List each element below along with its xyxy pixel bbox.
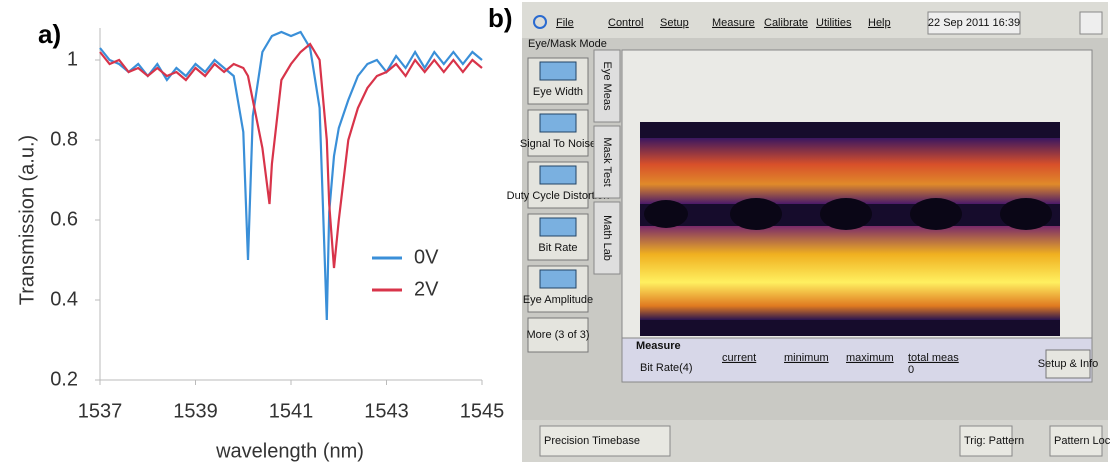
button-icon — [539, 165, 577, 185]
y-tick-label: 0.2 — [50, 368, 78, 390]
y-tick-label: 1 — [67, 48, 78, 70]
y-axis-label: Transmission (a.u.) — [16, 135, 38, 305]
panel-label: b) — [488, 3, 513, 33]
tab-label: Math Lab — [601, 215, 613, 261]
x-tick-label: 1537 — [78, 400, 123, 422]
status-box — [539, 425, 671, 457]
menu-item[interactable]: Help — [868, 17, 891, 29]
y-tick-label: 0.4 — [50, 288, 78, 310]
status-box[interactable] — [1049, 425, 1103, 457]
button-icon — [539, 113, 577, 133]
measure-button[interactable] — [527, 317, 589, 353]
measure-table: current minimum maximum total meas Bit Rate(… — [640, 352, 959, 376]
menu-item[interactable]: Calibrate — [764, 17, 808, 29]
button-label: Bit Rate — [538, 242, 577, 254]
icon — [533, 15, 547, 29]
button-icon — [539, 269, 577, 289]
measure-panel — [621, 337, 1093, 383]
status-items: Precision Timebase Trig: Pattern Pattern L… — [539, 425, 1110, 457]
setup-button-label: Setup & Info — [1038, 358, 1099, 370]
measure-row: Bit Rate(4) — [640, 362, 693, 374]
x-axis-label: wavelength (nm) — [215, 440, 364, 462]
measure-total: 0 — [908, 364, 914, 376]
status-box — [959, 425, 1013, 457]
button-icon — [539, 217, 577, 237]
button-label: Eye Width — [533, 86, 583, 98]
tab-label: Mask Test — [601, 137, 613, 186]
y-tick-label: 0.6 — [50, 208, 78, 230]
tab[interactable] — [593, 125, 621, 199]
y-tick-label: 0.8 — [50, 128, 78, 150]
button-label: Duty Cycle Distortion — [507, 190, 610, 202]
datetime-box — [927, 11, 1021, 35]
status-label: Trig: Pattern — [964, 435, 1024, 447]
measure-button[interactable] — [527, 161, 589, 209]
status-label: Precision Timebase — [544, 435, 640, 447]
button-label: More (3 of 3) — [527, 329, 590, 341]
minimize-button[interactable] — [1079, 11, 1103, 35]
tab[interactable] — [593, 49, 621, 123]
button-label: Signal To Noise — [520, 138, 596, 150]
button-column: Eye Width Signal To Noise Duty Cycle Disto… — [507, 57, 610, 353]
x-tick-label: 1543 — [364, 400, 409, 422]
eye-upper-band — [640, 138, 1060, 204]
eye-openings — [644, 198, 1052, 230]
plot-area: 0.2 0.4 0.6 0.8 1 1537 1539 1541 1543 1545 0V 2V — [50, 30, 505, 422]
tabs: Eye Meas Mask Test Math Lab — [593, 49, 621, 275]
x-tick-label: 1539 — [173, 400, 218, 422]
x-tick-label: 1541 — [269, 400, 314, 422]
measure-column: minimum — [784, 352, 829, 364]
measure-column: total meas — [908, 352, 959, 364]
series-line — [99, 30, 483, 321]
menu: File Control Setup Measure Calibrate Utilitie… — [556, 17, 891, 29]
panel-label: a) — [38, 19, 61, 49]
x-tick-label: 1545 — [460, 400, 505, 422]
series-line — [99, 42, 483, 269]
button-icon — [539, 61, 577, 81]
menu-item[interactable]: Control — [608, 17, 643, 29]
datetime: 22 Sep 2011 16:39 — [928, 17, 1020, 29]
tab-label: Eye Meas — [601, 62, 613, 111]
measure-column: maximum — [846, 352, 894, 364]
legend-label: 2V — [414, 278, 439, 300]
measure-column: current — [722, 352, 756, 364]
menu-item[interactable]: Setup — [660, 17, 689, 29]
eye-lower-band — [640, 226, 1060, 320]
menu-item[interactable]: Measure — [712, 17, 755, 29]
menu-item[interactable]: Utilities — [816, 17, 852, 29]
tab[interactable] — [593, 201, 621, 275]
legend-label: 0V — [414, 246, 439, 268]
mode: Eye/Mask Mode — [528, 38, 607, 50]
menu-item[interactable]: File — [556, 17, 574, 29]
button-label: Eye Amplitude — [523, 294, 593, 306]
setup-button[interactable] — [1045, 349, 1091, 379]
status-label: Pattern Lock — [1054, 435, 1110, 447]
measure-title: Measure — [636, 340, 681, 352]
